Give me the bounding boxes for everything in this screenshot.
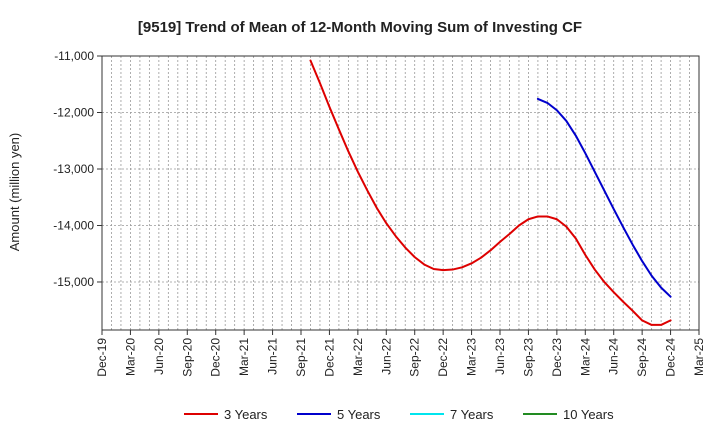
x-tick-label: Dec-23: [550, 338, 564, 377]
legend-label-7-years: 7 Years: [450, 407, 494, 422]
x-tick-label: Dec-24: [664, 338, 678, 377]
x-tick-label: Dec-22: [436, 338, 450, 377]
y-tick-label: -15,000: [53, 275, 94, 289]
y-tick-label: -13,000: [53, 162, 94, 176]
chart-title: [9519] Trend of Mean of 12-Month Moving …: [138, 19, 582, 36]
y-axis-ticks: -11,000 -12,000 -13,000 -14,000 -15,000: [53, 49, 102, 289]
series-line-3-years: [309, 59, 672, 326]
y-axis-title: Amount (million yen): [7, 133, 22, 252]
x-tick-label: Dec-21: [322, 338, 336, 377]
y-tick-label: -12,000: [53, 105, 94, 119]
x-tick-label: Jun-23: [493, 338, 507, 375]
x-tick-label: Jun-22: [379, 338, 393, 375]
x-axis-ticks: Dec-19 Mar-20 Jun-20 Sep-20 Dec-20 Mar-21 Jun-…: [95, 330, 706, 377]
x-tick-label: Dec-19: [95, 338, 109, 377]
series-line-5-years: [536, 97, 672, 298]
x-tick-label: Sep-24: [635, 338, 649, 377]
x-tick-label: Jun-24: [607, 338, 621, 375]
legend-label-3-years: 3 Years: [224, 407, 268, 422]
x-tick-label: Sep-22: [408, 338, 422, 377]
y-tick-label: -11,000: [54, 49, 94, 63]
x-tick-label: Mar-25: [692, 338, 706, 376]
x-tick-label: Jun-20: [152, 338, 166, 375]
x-tick-label: Sep-20: [180, 338, 194, 377]
x-tick-label: Mar-24: [578, 338, 592, 376]
plot-frame: [101, 55, 700, 331]
x-tick-label: Mar-22: [351, 338, 365, 376]
x-tick-label: Mar-20: [123, 338, 137, 376]
legend: 3 Years 5 Years 7 Years 10 Years: [184, 407, 614, 422]
series-lines: [309, 59, 672, 326]
x-tick-label: Jun-21: [266, 338, 280, 375]
x-tick-label: Mar-21: [237, 338, 251, 376]
x-tick-label: Sep-21: [294, 338, 308, 377]
x-tick-label: Dec-20: [209, 338, 223, 377]
x-tick-label: Mar-23: [465, 338, 479, 376]
legend-label-10-years: 10 Years: [563, 407, 614, 422]
x-tick-label: Sep-23: [521, 338, 535, 377]
y-tick-label: -14,000: [53, 218, 94, 232]
legend-label-5-years: 5 Years: [337, 407, 381, 422]
grid: [102, 55, 699, 330]
